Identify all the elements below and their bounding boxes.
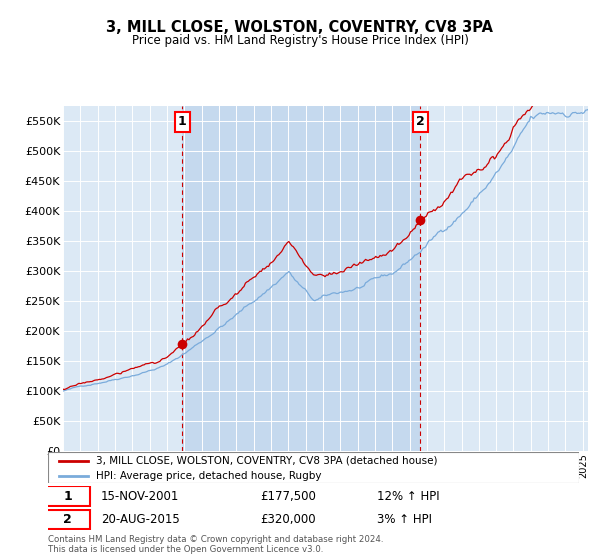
Text: £177,500: £177,500 [260, 489, 316, 503]
Text: Price paid vs. HM Land Registry's House Price Index (HPI): Price paid vs. HM Land Registry's House … [131, 34, 469, 46]
FancyBboxPatch shape [46, 510, 91, 529]
Text: 3, MILL CLOSE, WOLSTON, COVENTRY, CV8 3PA: 3, MILL CLOSE, WOLSTON, COVENTRY, CV8 3P… [107, 20, 493, 35]
Text: £320,000: £320,000 [260, 513, 316, 526]
Text: HPI: Average price, detached house, Rugby: HPI: Average price, detached house, Rugb… [96, 471, 321, 481]
Text: 2: 2 [63, 513, 72, 526]
Text: 20-AUG-2015: 20-AUG-2015 [101, 513, 180, 526]
Text: 15-NOV-2001: 15-NOV-2001 [101, 489, 179, 503]
Text: 2: 2 [416, 115, 425, 128]
Text: Contains HM Land Registry data © Crown copyright and database right 2024.
This d: Contains HM Land Registry data © Crown c… [48, 535, 383, 554]
Text: 3% ↑ HPI: 3% ↑ HPI [377, 513, 432, 526]
Bar [182, 106, 421, 451]
Text: 1: 1 [178, 115, 187, 128]
Text: 1: 1 [63, 489, 72, 503]
FancyBboxPatch shape [46, 487, 91, 506]
Text: 3, MILL CLOSE, WOLSTON, COVENTRY, CV8 3PA (detached house): 3, MILL CLOSE, WOLSTON, COVENTRY, CV8 3P… [96, 455, 437, 465]
Text: 12% ↑ HPI: 12% ↑ HPI [377, 489, 440, 503]
